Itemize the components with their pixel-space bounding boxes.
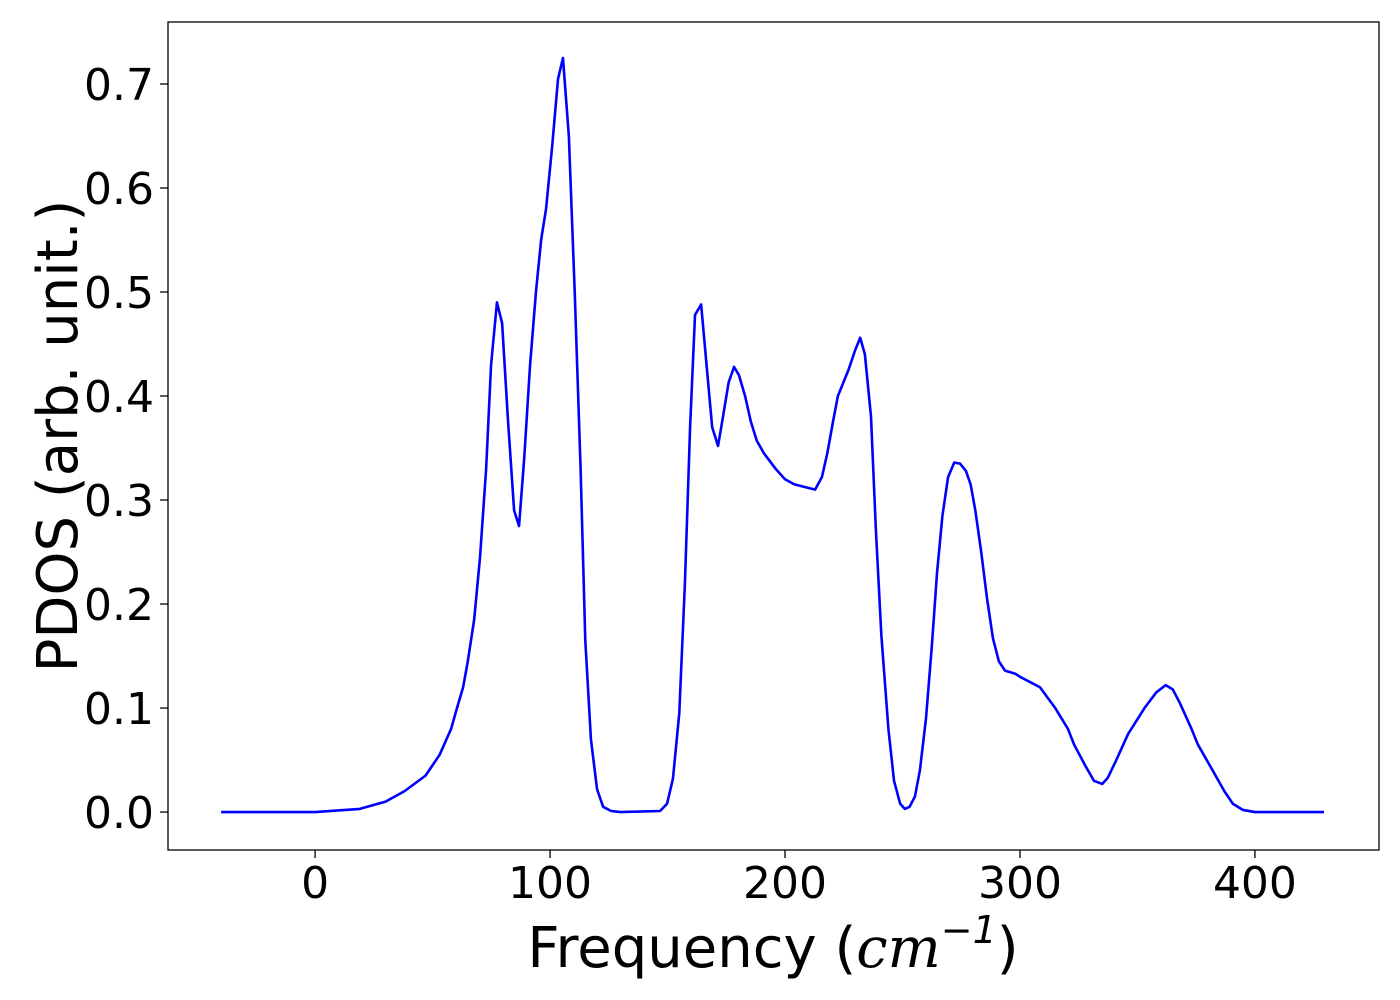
x-label-text: Frequency ( [527, 916, 856, 981]
x-label-exponent: −1 [941, 908, 997, 952]
x-axis-label: Frequency (cm−1) [527, 908, 1018, 981]
x-tick-label: 400 [1213, 858, 1297, 909]
y-axis-label: PDOS (arb. unit.) [26, 200, 91, 673]
pdos-line [221, 56, 1325, 814]
y-tick-label: 0.4 [84, 372, 154, 423]
x-tick-label: 300 [978, 858, 1062, 909]
x-label-unit: cm [856, 916, 940, 981]
x-tick-label: 200 [743, 858, 827, 909]
y-tick-label: 0.7 [84, 60, 154, 111]
axes-frame [167, 21, 1380, 851]
plot-area [221, 56, 1325, 814]
x-tick-label: 0 [301, 858, 329, 909]
y-tick-label: 0.2 [84, 580, 154, 631]
y-tick-label: 0.3 [84, 476, 154, 527]
x-label-text: ) [997, 916, 1019, 981]
y-tick-label: 0.0 [84, 788, 154, 839]
x-tick-label: 100 [508, 858, 592, 909]
y-tick-label: 0.1 [84, 684, 154, 735]
y-tick-label: 0.5 [84, 268, 154, 319]
y-tick-label: 0.6 [84, 164, 154, 215]
